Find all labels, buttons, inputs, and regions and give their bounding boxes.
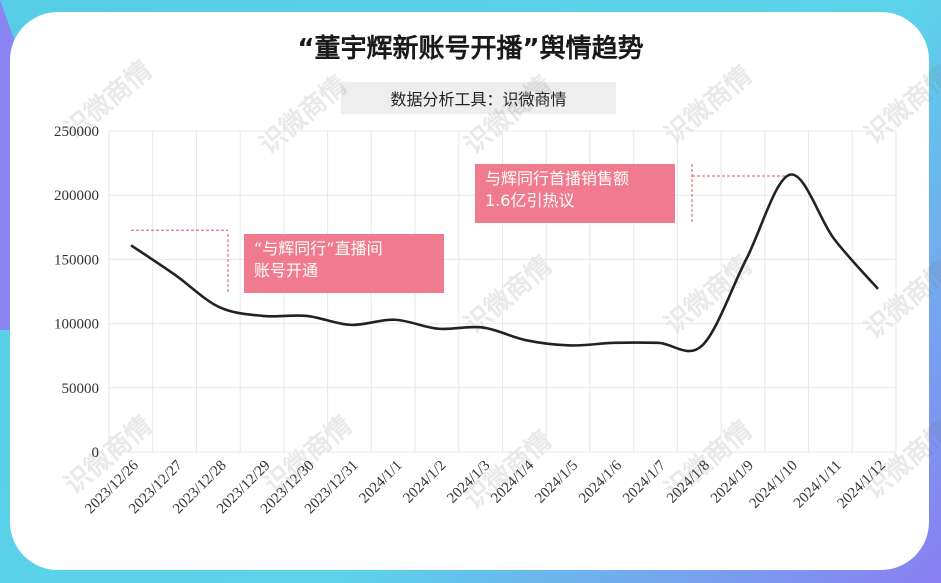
- x-tick-label: 2024/1/6: [576, 457, 625, 506]
- x-tick-label: 2024/1/12: [834, 458, 888, 512]
- chart-subtitle: 数据分析工具：识微商情: [341, 82, 616, 114]
- y-tick-label: 250000: [54, 124, 99, 140]
- y-axis: 0 50000 100000 150000 200000 250000: [54, 124, 99, 461]
- annotation-first-stream-sales: 与辉同行首播销售额 1.6亿引热议: [475, 164, 675, 223]
- series-line: [130, 173, 879, 353]
- grid-lines: [108, 130, 897, 453]
- x-tick-label: 2024/1/7: [620, 457, 669, 506]
- x-tick-label: 2024/1/8: [664, 458, 713, 507]
- x-tick-label: 2024/1/5: [532, 458, 581, 507]
- y-tick-label: 0: [92, 445, 100, 461]
- x-tick-label: 2024/1/2: [400, 458, 449, 507]
- x-tick-label: 2024/1/1: [356, 458, 405, 507]
- y-tick-label: 50000: [62, 381, 100, 397]
- x-tick-label: 2024/1/10: [747, 458, 801, 512]
- y-tick-label: 200000: [54, 188, 99, 204]
- y-tick-label: 100000: [54, 317, 99, 333]
- annotation-account-opened: “与辉同行”直播间 账号开通: [244, 234, 444, 293]
- annotation-line: 账号开通: [254, 261, 319, 280]
- x-tick-label: 2024/1/4: [488, 457, 537, 506]
- annotation-line: “与辉同行”直播间: [254, 239, 383, 258]
- annotation-leaders: [131, 164, 786, 293]
- x-tick-label: 2024/1/3: [444, 458, 493, 507]
- x-axis: 2023/12/262023/12/272023/12/282023/12/29…: [82, 457, 889, 517]
- y-tick-label: 150000: [54, 252, 99, 268]
- annotation-line: 与辉同行首播销售额: [485, 169, 630, 188]
- chart-title: “董宇辉新账号开播”舆情趋势: [297, 34, 644, 64]
- annotation-line: 1.6亿引热议: [485, 191, 575, 210]
